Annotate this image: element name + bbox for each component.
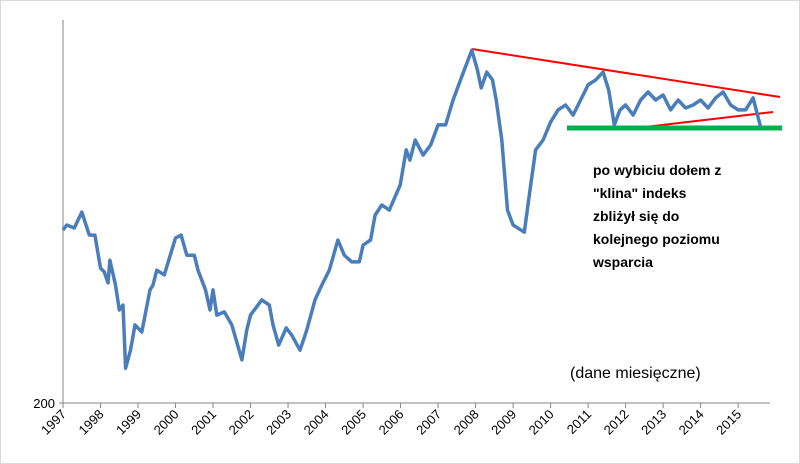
annotation-line: zbliżył się do	[593, 208, 679, 224]
data-line	[61, 48, 763, 370]
y-tick-label: 200	[33, 396, 55, 411]
annotation: po wybiciu dołem z "klina" indeks zbliżył …	[592, 162, 721, 270]
annotation-line: kolejnego poziomu	[593, 231, 720, 247]
lower-trend-line	[644, 111, 774, 128]
annotation-line: wsparcia	[592, 254, 653, 270]
annotation-line: po wybiciu dołem z	[593, 162, 721, 178]
annotation-line: "klina" indeks	[593, 185, 687, 201]
upper-trend-line	[471, 48, 781, 98]
note: (dane miesięczne)	[570, 365, 701, 382]
